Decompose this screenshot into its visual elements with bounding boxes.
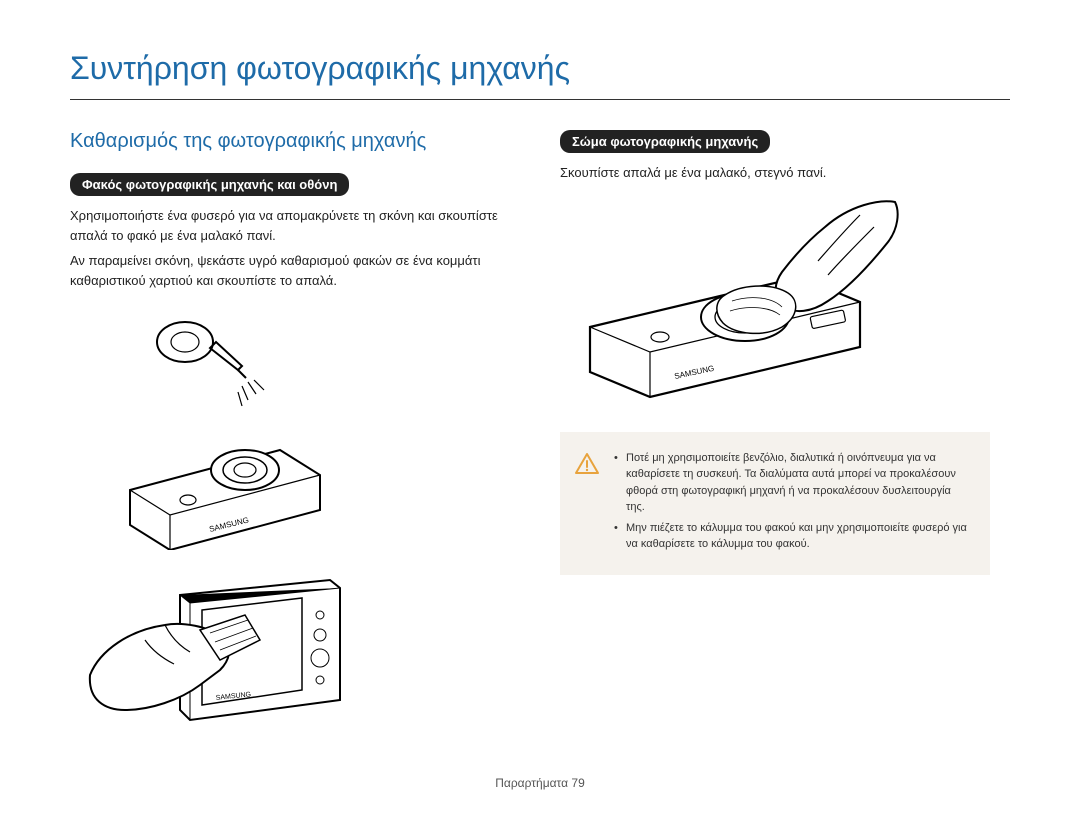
page-title: Συντήρηση φωτογραφικής μηχανής xyxy=(70,50,1010,100)
blower-camera-illustration: SAMSUNG xyxy=(70,300,350,550)
footer-label: Παραρτήματα xyxy=(495,776,568,790)
body-para: Σκουπίστε απαλά με ένα μαλακό, στεγνό πα… xyxy=(560,163,990,183)
footer-page-number: 79 xyxy=(571,776,584,790)
hand-wipe-screen-illustration: SAMSUNG xyxy=(70,560,350,740)
page-footer: Παραρτήματα 79 xyxy=(0,776,1080,790)
lens-para-1: Χρησιμοποιήστε ένα φυσερό για να απομακρ… xyxy=(70,206,500,245)
caution-box: Ποτέ μη χρησιμοποιείτε βενζόλιο, διαλυτι… xyxy=(560,432,990,575)
warning-icon xyxy=(574,452,600,476)
left-illustrations: SAMSUNG SAMSUNG xyxy=(70,300,500,740)
lens-screen-badge: Φακός φωτογραφικής μηχανής και οθόνη xyxy=(70,173,349,196)
right-column: Σώμα φωτογραφικής μηχανής Σκουπίστε απαλ… xyxy=(560,130,990,750)
left-column: Καθαρισμός της φωτογραφικής μηχανής Φακό… xyxy=(70,130,500,750)
caution-item-1: Ποτέ μη χρησιμοποιείτε βενζόλιο, διαλυτι… xyxy=(614,450,972,516)
content-columns: Καθαρισμός της φωτογραφικής μηχανής Φακό… xyxy=(70,130,1010,750)
hand-wipe-body-illustration: SAMSUNG xyxy=(560,197,900,407)
caution-list: Ποτέ μη χρησιμοποιείτε βενζόλιο, διαλυτι… xyxy=(614,450,972,557)
body-badge: Σώμα φωτογραφικής μηχανής xyxy=(560,130,770,153)
caution-item-2: Μην πιέζετε το κάλυμμα του φακού και μην… xyxy=(614,520,972,553)
lens-para-2: Αν παραμείνει σκόνη, ψεκάστε υγρό καθαρι… xyxy=(70,251,500,290)
section-subtitle: Καθαρισμός της φωτογραφικής μηχανής xyxy=(70,130,500,153)
